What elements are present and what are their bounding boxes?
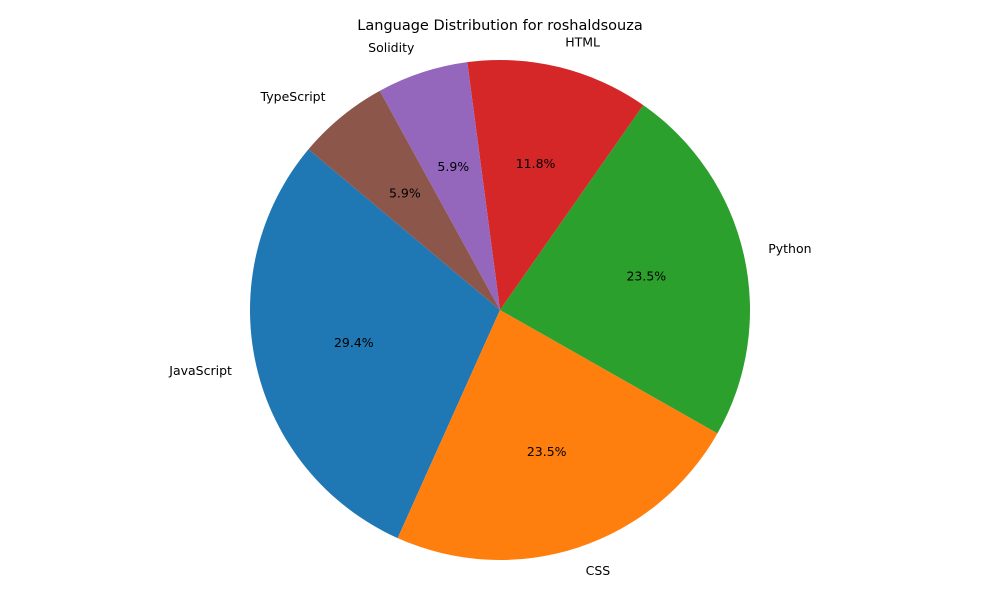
percent-label-typescript: 5.9% (389, 186, 421, 201)
percent-label-html: 11.8% (516, 156, 556, 171)
pie-slice-javascript (249, 149, 500, 539)
pie-slices (249, 60, 750, 560)
slice-label-javascript: JavaScript (168, 363, 232, 378)
percent-label-css: 23.5% (527, 444, 567, 459)
slice-label-css: CSS (586, 563, 611, 578)
pie-slice-python (500, 105, 750, 434)
slice-label-python: Python (768, 241, 811, 256)
pie-labels: JavaScript 29.4% CSS 23.5% Python 23.5% HTML 11… (168, 34, 811, 577)
slice-label-solidity: Solidity (368, 40, 415, 55)
pie-slice-typescript (308, 90, 500, 311)
slice-label-typescript: TypeScript (260, 89, 326, 104)
percent-label-solidity: 5.9% (437, 159, 469, 174)
percent-label-python: 23.5% (626, 268, 666, 283)
percent-label-javascript: 29.4% (334, 335, 374, 350)
pie-slice-css (397, 310, 718, 560)
slice-label-html: HTML (565, 34, 600, 49)
pie-slice-html (467, 60, 644, 310)
pie-slice-solidity (379, 62, 500, 310)
chart-title: Language Distribution for roshaldsouza (357, 18, 642, 34)
